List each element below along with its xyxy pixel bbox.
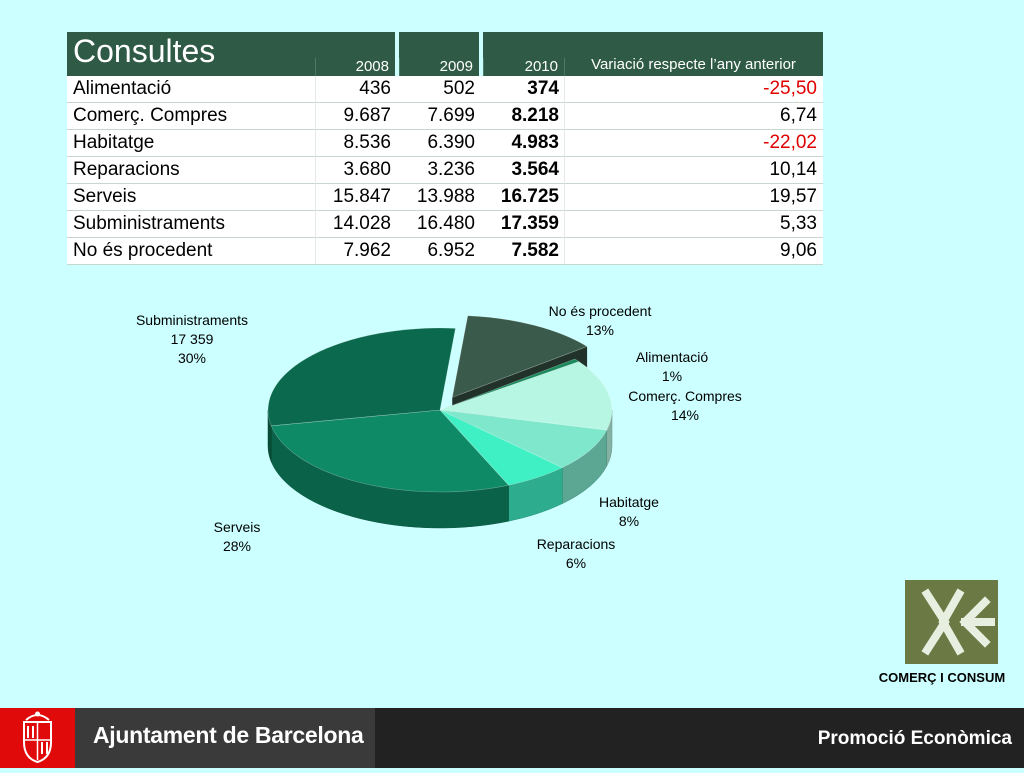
- pie-slice-subministraments: [267, 327, 456, 427]
- variation-header-label: Variació respecte l’any anterior: [591, 56, 796, 73]
- year-header-2009: 2009: [399, 32, 479, 76]
- pie-label-name: Subministraments: [135, 312, 249, 328]
- year-header-2010: 2010: [483, 32, 564, 76]
- row-name: Habitatge: [73, 132, 155, 153]
- row-name: Reparacions: [73, 159, 180, 180]
- cell-2008: 8.536: [343, 132, 391, 153]
- pie-label: No és procedent 13%: [520, 302, 680, 340]
- table-row: Serveis 15.847 13.988 16.725 19,57: [67, 184, 823, 211]
- table-row: Habitatge 8.536 6.390 4.983 -22,02: [67, 130, 823, 157]
- cell-2010: 16.725: [500, 186, 559, 207]
- cell-2008: 14.028: [332, 213, 391, 234]
- table-row: Comerç. Compres 9.687 7.699 8.218 6,74: [67, 103, 823, 130]
- consultes-table: Consultes 2008 2009 2010 Variació respec…: [67, 32, 823, 265]
- pie-label: Subministraments 17 359 30%: [112, 311, 272, 368]
- header-divider: [315, 58, 316, 76]
- pie-slice-comer-compres: [439, 361, 613, 431]
- comerc-consum-caption: COMERÇ I CONSUM: [878, 670, 1006, 685]
- consultes-pie-chart: [267, 315, 613, 529]
- header-divider: [483, 58, 484, 76]
- pie-label-name: Habitatge: [599, 494, 659, 510]
- year-label: 2010: [524, 58, 558, 75]
- barcelona-crest-icon: [0, 708, 75, 768]
- pie-label-name: Comerç. Compres: [628, 388, 742, 404]
- cell-2008: 3.680: [343, 159, 391, 180]
- pie-label-name: No és procedent: [548, 303, 652, 319]
- cell-2009: 7.699: [427, 105, 475, 126]
- table-row: No és procedent 7.962 6.952 7.582 9,06: [67, 238, 823, 265]
- pie-label-value: 17 359: [170, 331, 214, 347]
- cell-variation: 5,33: [780, 213, 817, 234]
- cell-2009: 3.236: [427, 159, 475, 180]
- pie-slice-serveis: [270, 409, 510, 493]
- pie-label-name: Alimentació: [635, 349, 709, 365]
- cell-2010: 7.582: [511, 240, 559, 261]
- pie-label-name: Serveis: [213, 519, 261, 535]
- table-title-cell: Consultes: [67, 32, 315, 76]
- pie-slice-no-s-procedent: [451, 315, 588, 398]
- footer-department: Promoció Econòmica: [817, 728, 1012, 749]
- pie-label-percent: 30%: [177, 350, 207, 366]
- table-row: Reparacions 3.680 3.236 3.564 10,14: [67, 157, 823, 184]
- column-divider: [564, 76, 565, 264]
- pie-label-percent: 1%: [661, 368, 683, 384]
- column-divider: [315, 76, 316, 264]
- cell-variation: -25,50: [763, 78, 817, 99]
- header-divider: [564, 58, 565, 76]
- cell-2009: 16.480: [416, 213, 475, 234]
- cell-2010: 374: [527, 78, 559, 99]
- pie-label: Serveis 28%: [157, 518, 317, 556]
- pie-slice-reparacions: [439, 409, 564, 486]
- pie-label: Alimentació 1%: [592, 348, 752, 386]
- table-row: Subministraments 14.028 16.480 17.359 5,33: [67, 211, 823, 238]
- cell-2008: 436: [359, 78, 391, 99]
- pie-label-percent: 13%: [585, 322, 615, 338]
- table-title: Consultes: [73, 33, 216, 69]
- cell-variation: 6,74: [780, 105, 817, 126]
- cell-2010: 4.983: [511, 132, 559, 153]
- logo-chevron-mid: [938, 588, 965, 656]
- row-name: No és procedent: [73, 240, 213, 261]
- cell-2009: 6.952: [427, 240, 475, 261]
- pie-label-percent: 8%: [618, 513, 640, 529]
- cell-variation: 9,06: [780, 240, 817, 261]
- row-name: Comerç. Compres: [73, 105, 228, 126]
- pie-label-percent: 28%: [222, 538, 252, 554]
- footer-bar: Ajuntament de Barcelona Promoció Econòmi…: [0, 708, 1024, 768]
- pie-label-name: Reparacions: [536, 536, 616, 552]
- cell-2009: 6.390: [427, 132, 475, 153]
- cell-2008: 9.687: [343, 105, 391, 126]
- cell-2008: 15.847: [332, 186, 391, 207]
- row-name: Serveis: [73, 186, 137, 207]
- pie-slice-habitatge: [439, 409, 608, 468]
- variation-header: Variació respecte l’any anterior: [564, 32, 823, 76]
- cell-2009: 13.988: [416, 186, 475, 207]
- cell-variation: -22,02: [763, 132, 817, 153]
- pie-slice-alimentaci-: [439, 358, 580, 411]
- year-label: 2009: [439, 58, 473, 75]
- cell-2010: 17.359: [500, 213, 559, 234]
- pie-label-percent: 14%: [670, 407, 700, 423]
- pie-label-percent: 6%: [565, 555, 587, 571]
- cell-variation: 19,57: [769, 186, 817, 207]
- pie-slices: [267, 315, 613, 493]
- footer-brand-area: [75, 708, 375, 768]
- table-row: Alimentació 436 502 374 -25,50: [67, 76, 823, 103]
- cell-2010: 8.218: [511, 105, 559, 126]
- comerc-consum-logo-icon: [905, 580, 998, 664]
- row-name: Subministraments: [73, 213, 226, 234]
- row-name: Alimentació: [73, 78, 172, 99]
- cell-2010: 3.564: [511, 159, 559, 180]
- cell-variation: 10,14: [769, 159, 817, 180]
- header-divider: [399, 58, 400, 76]
- year-label: 2008: [355, 58, 389, 75]
- pie-label: Comerç. Compres 14%: [605, 387, 765, 425]
- pie-label: Habitatge 8%: [549, 493, 709, 531]
- cell-2009: 502: [443, 78, 475, 99]
- footer-brand: Ajuntament de Barcelona: [93, 722, 364, 748]
- pie-label: Reparacions 6%: [496, 535, 656, 573]
- cell-2008: 7.962: [343, 240, 391, 261]
- year-header-2008: 2008: [315, 32, 395, 76]
